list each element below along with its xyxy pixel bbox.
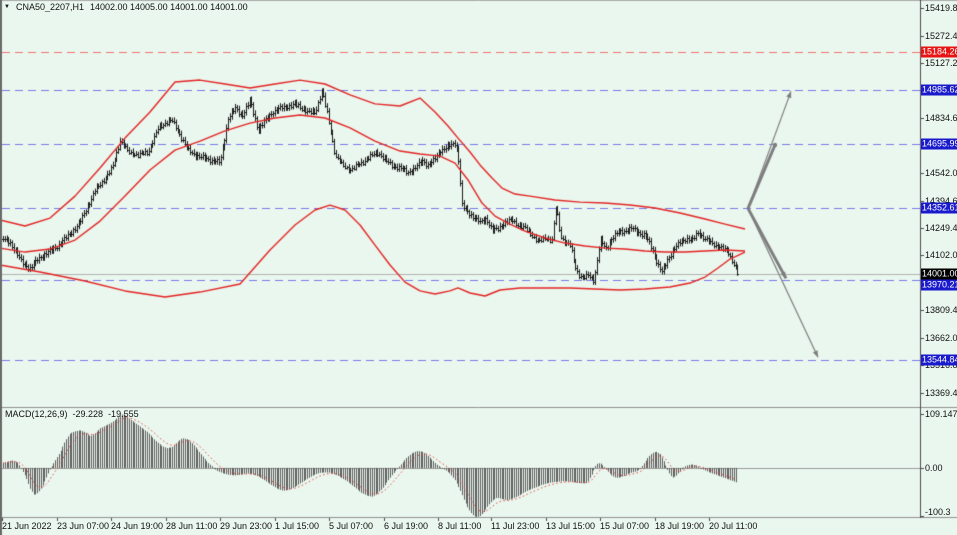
price-tick-label: 14542.00 <box>925 167 957 178</box>
time-label: 21 Jun 2022 <box>2 521 52 531</box>
time-label: 11 Jul 23:00 <box>491 521 540 531</box>
time-label: 18 Jul 19:00 <box>655 521 705 531</box>
time-label: 24 Jun 19:00 <box>111 521 164 531</box>
macd-tick-label: 0.00 <box>925 462 943 473</box>
macd-tick-label: 109.147 <box>925 408 957 419</box>
price-level-label-blue: 13544.84 <box>921 354 957 366</box>
price-tick-label: 14249.40 <box>925 222 957 233</box>
price-tick-label: 15127.20 <box>925 57 957 68</box>
symbol-dropdown-icon[interactable]: ▼ <box>4 4 10 10</box>
price-level-label-red: 15184.26 <box>921 46 957 58</box>
time-label: 20 Jul 11:00 <box>709 521 758 531</box>
time-label: 1 Jul 15:00 <box>275 521 320 531</box>
time-label: 6 Jul 19:00 <box>384 521 429 531</box>
indicator-value-main: -29.228 <box>72 409 104 419</box>
price-level-label-blue: 14985.62 <box>921 84 957 96</box>
price-level-label-blue: 14695.99 <box>921 138 957 150</box>
macd-tick-label: -100.3 <box>925 507 951 517</box>
indicator-value-signal: -19.555 <box>108 409 139 419</box>
price-level-label-current: 14001.00 <box>921 268 957 280</box>
price-tick-label: 13369.40 <box>925 388 957 398</box>
ohlc-quote: 14002.00 14005.00 14001.00 14001.00 <box>90 2 248 12</box>
price-tick-label: 14102.00 <box>925 250 957 261</box>
price-level-label-blue: 13970.21 <box>921 279 957 291</box>
price-tick-label: 13809.40 <box>925 305 957 316</box>
time-label: 8 Jul 11:00 <box>438 521 482 531</box>
time-label: 15 Jul 07:00 <box>600 521 650 531</box>
time-label: 5 Jul 07:00 <box>329 521 374 531</box>
price-tick-label: 13662.00 <box>925 333 957 344</box>
indicator-name: MACD(12,26,9) <box>5 409 68 419</box>
symbol-label: CNA50_2207,H1 <box>15 2 84 12</box>
chart-title-bar: ▼ CNA50_2207,H1 14002.00 14005.00 14001.… <box>4 2 248 12</box>
price-level-label-blue: 14352.61 <box>921 202 957 214</box>
price-tick-label: 15272.40 <box>925 30 957 41</box>
time-label: 23 Jun 07:00 <box>57 521 110 531</box>
time-label: 28 Jun 11:00 <box>166 521 218 531</box>
price-tick-label: 15419.80 <box>925 2 957 13</box>
time-label: 13 Jul 15:00 <box>546 521 596 531</box>
indicator-label: MACD(12,26,9) -29.228 -19.555 <box>5 409 139 419</box>
time-label: 29 Jun 23:00 <box>220 521 273 531</box>
price-tick-label: 14834.60 <box>925 112 957 123</box>
price-tick-label: 14394.60 <box>925 195 957 206</box>
